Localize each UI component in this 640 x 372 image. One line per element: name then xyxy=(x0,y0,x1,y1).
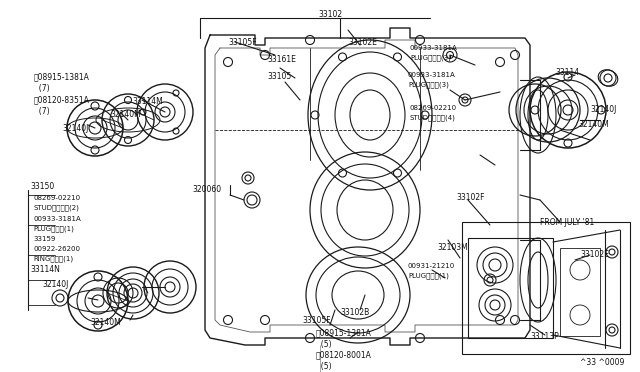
Bar xyxy=(468,238,553,338)
Text: Ⓒ08120-8351A: Ⓒ08120-8351A xyxy=(34,95,90,104)
Text: ^33 ^0009: ^33 ^0009 xyxy=(580,358,625,367)
Text: 08269-02210: 08269-02210 xyxy=(33,195,80,201)
Text: 32140M: 32140M xyxy=(578,120,609,129)
Text: PLUGプラグ(1): PLUGプラグ(1) xyxy=(408,272,449,279)
Text: Ⓦ08915-1381A: Ⓦ08915-1381A xyxy=(34,72,90,81)
Text: PLUGプラグ(1): PLUGプラグ(1) xyxy=(33,225,74,232)
Text: 33102B: 33102B xyxy=(340,308,369,317)
Text: 33159: 33159 xyxy=(33,236,56,242)
Text: 32140J: 32140J xyxy=(62,124,88,133)
Text: 33102: 33102 xyxy=(318,10,342,19)
Text: 33105: 33105 xyxy=(267,72,291,81)
Text: 33102F: 33102F xyxy=(456,193,484,202)
Text: 33114M: 33114M xyxy=(132,97,163,106)
Text: 33114: 33114 xyxy=(555,68,579,77)
Text: 00933-3181A: 00933-3181A xyxy=(410,45,458,51)
Text: Ⓦ08915-1381A: Ⓦ08915-1381A xyxy=(316,328,372,337)
Text: 08269-02210: 08269-02210 xyxy=(410,105,457,111)
Text: 32140J: 32140J xyxy=(42,280,68,289)
Text: PLUGプラグ(3): PLUGプラグ(3) xyxy=(408,81,449,88)
Text: 00933-3181A: 00933-3181A xyxy=(408,72,456,78)
Text: PLUGプラグ(3): PLUGプラグ(3) xyxy=(410,54,451,61)
Text: STUDスタッド(2): STUDスタッド(2) xyxy=(33,204,79,211)
Text: 00933-3181A: 00933-3181A xyxy=(33,216,81,222)
Text: 33161E: 33161E xyxy=(267,55,296,64)
Text: 33105F: 33105F xyxy=(228,38,257,47)
Text: RINGリング(1): RINGリング(1) xyxy=(33,255,73,262)
Text: 32140M: 32140M xyxy=(90,318,121,327)
Text: Ⓒ08120-8001A: Ⓒ08120-8001A xyxy=(316,350,372,359)
Text: 33150: 33150 xyxy=(30,182,54,191)
Text: (7): (7) xyxy=(34,107,50,116)
Bar xyxy=(462,222,630,354)
Text: 33113P: 33113P xyxy=(530,332,559,341)
Text: (5): (5) xyxy=(316,340,332,349)
Text: 320060: 320060 xyxy=(192,185,221,194)
Text: 00931-21210: 00931-21210 xyxy=(408,263,455,269)
Text: 32140M: 32140M xyxy=(110,110,141,119)
Text: 33102E: 33102E xyxy=(580,250,609,259)
Text: 32140J: 32140J xyxy=(590,105,616,114)
Text: 33102E: 33102E xyxy=(348,38,377,47)
Text: 00922-26200: 00922-26200 xyxy=(33,246,80,252)
Text: (7): (7) xyxy=(34,84,50,93)
Text: 33114N: 33114N xyxy=(30,265,60,274)
Text: STUDスタッド(4): STUDスタッド(4) xyxy=(410,114,456,121)
Text: FROM JULY '81: FROM JULY '81 xyxy=(540,218,595,227)
Text: 32103M: 32103M xyxy=(437,243,468,252)
Text: (5): (5) xyxy=(316,362,332,371)
Text: 33105F: 33105F xyxy=(302,316,331,325)
Bar xyxy=(560,248,600,336)
